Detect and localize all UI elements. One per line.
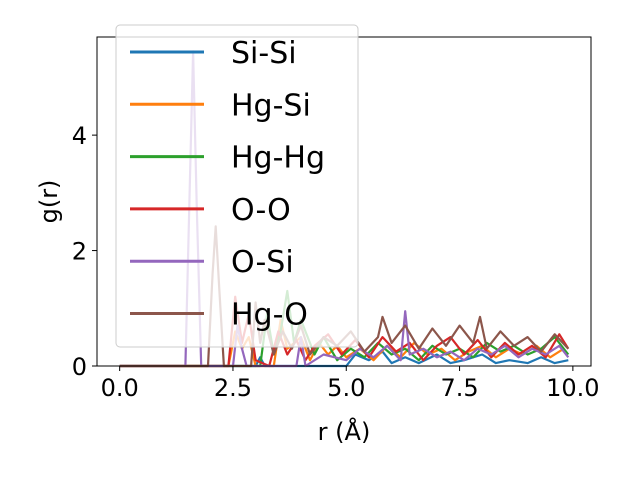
y-axis-title: g(r) <box>35 180 63 224</box>
x-tick-label: 2.5 <box>214 374 252 402</box>
legend-label-si-si: Si-Si <box>231 36 297 71</box>
tick-layer: 0.0 2.5 5.0 7.5 10.0 0 2 4 <box>72 122 600 402</box>
legend-label-hg-hg: Hg-Hg <box>231 141 325 176</box>
legend: Si-Si Hg-Si Hg-Hg O-O O-Si Hg-O <box>115 24 359 348</box>
legend-label-o-o: O-O <box>231 193 291 228</box>
series-line-o-o <box>119 295 570 368</box>
legend-label-hg-o: Hg-O <box>231 298 308 333</box>
x-axis-title: r (Å) <box>318 417 371 446</box>
legend-label-o-si: O-Si <box>231 245 294 280</box>
x-tick-label: 7.5 <box>440 374 478 402</box>
x-tick-label: 10.0 <box>546 374 599 402</box>
y-tick-label: 2 <box>72 238 87 266</box>
legend-label-hg-si: Hg-Si <box>231 88 311 123</box>
x-tick-label: 0.0 <box>101 374 139 402</box>
x-tick-label: 5.0 <box>327 374 365 402</box>
y-tick-label: 4 <box>72 122 87 150</box>
y-tick-label: 0 <box>72 353 87 381</box>
